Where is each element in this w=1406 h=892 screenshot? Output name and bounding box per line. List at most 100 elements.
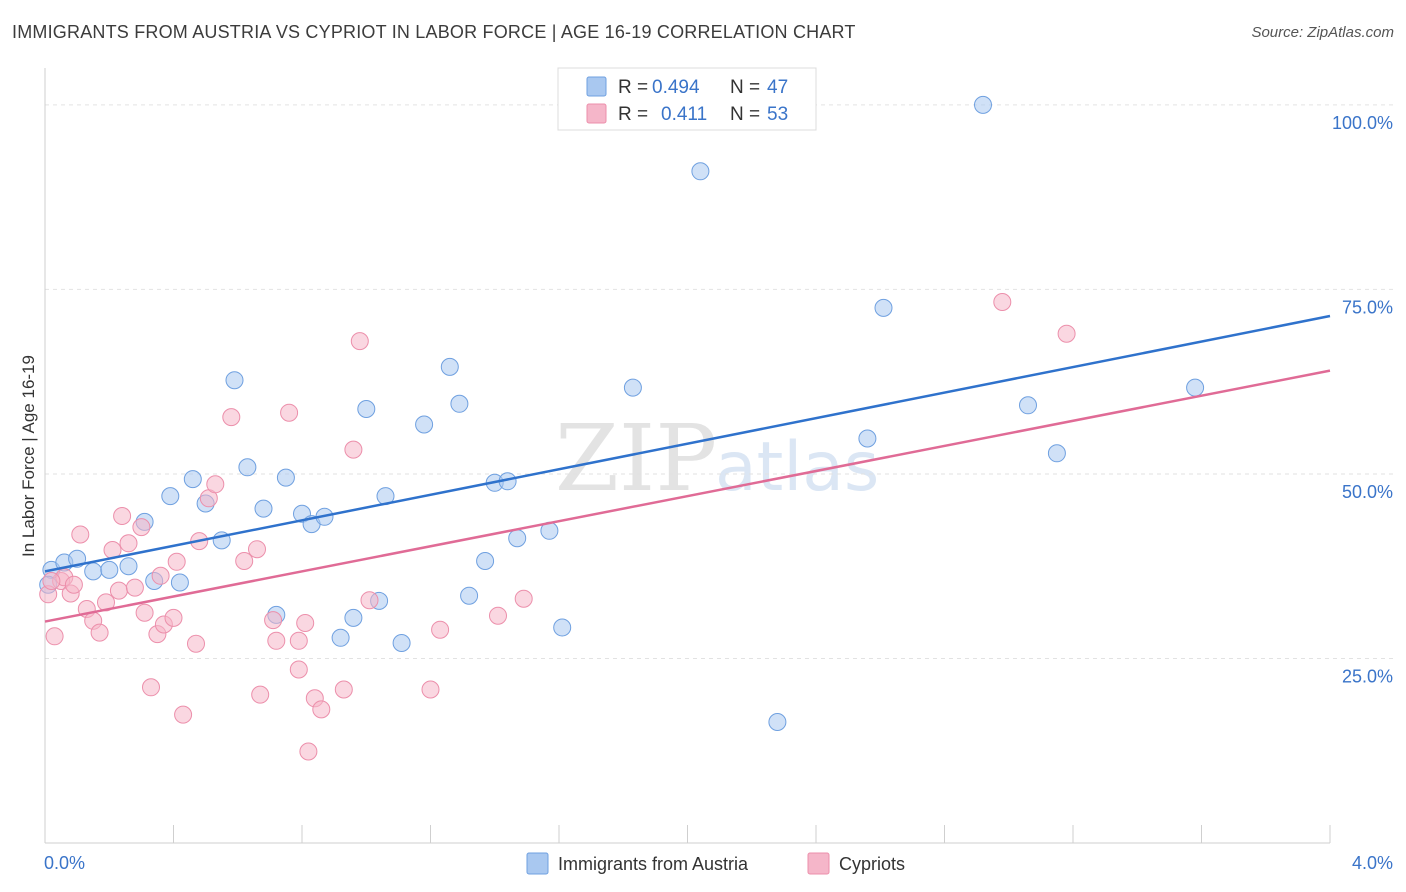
watermark-zip: ZIP <box>555 405 717 512</box>
top-legend: R = 0.494 N = 47 R = 0.411 N = 53 <box>557 67 817 131</box>
data-point-austria <box>476 552 495 570</box>
series-austria-points <box>39 95 1205 731</box>
data-point-austria <box>1186 378 1205 397</box>
x-tick-marks <box>44 825 1331 843</box>
y-tick-labels: 25.0% 50.0% 75.0% 100.0% <box>1332 113 1393 687</box>
data-point-cypriots <box>514 589 533 608</box>
data-point-austria <box>331 628 350 647</box>
data-point-cypriots <box>360 591 379 610</box>
y-tick-label: 75.0% <box>1342 297 1393 317</box>
data-point-cypriots <box>142 678 160 697</box>
data-point-cypriots <box>64 575 83 594</box>
data-point-austria <box>768 713 787 731</box>
data-point-austria <box>238 458 257 477</box>
legend-swatch-austria <box>586 76 607 97</box>
data-point-austria <box>450 394 469 413</box>
data-point-cypriots <box>164 608 183 627</box>
y-tick-label: 25.0% <box>1342 666 1393 686</box>
data-point-austria <box>100 560 119 579</box>
data-point-cypriots <box>1057 324 1076 343</box>
legend-swatch-cypriots <box>586 103 607 124</box>
data-point-austria <box>623 378 642 397</box>
data-point-austria <box>440 357 459 376</box>
series-cypriots-points <box>39 293 1076 761</box>
data-point-cypriots <box>267 631 286 650</box>
chart-title: IMMIGRANTS FROM AUSTRIA VS CYPRIOT IN LA… <box>12 22 856 42</box>
bottom-legend-swatch-austria <box>526 852 549 875</box>
data-point-cypriots <box>993 293 1012 311</box>
trend-line-cypriots <box>44 369 1331 623</box>
data-point-cypriots <box>289 631 308 650</box>
data-point-cypriots <box>421 680 440 699</box>
data-point-cypriots <box>135 603 154 622</box>
legend-r-value-cypriots: 0.411 <box>661 104 707 125</box>
x-tick-label-min: 0.0% <box>44 853 85 873</box>
data-point-cypriots <box>119 534 138 553</box>
data-point-cypriots <box>289 660 308 679</box>
legend-r-label-austria: R = <box>618 77 648 98</box>
data-point-austria <box>276 468 295 487</box>
data-point-cypriots <box>113 507 132 525</box>
data-point-cypriots <box>222 408 241 427</box>
data-point-cypriots <box>45 627 64 646</box>
data-point-austria <box>357 400 376 418</box>
data-point-cypriots <box>109 581 128 600</box>
data-point-austria <box>170 573 189 592</box>
bottom-legend-label-austria: Immigrants from Austria <box>558 854 749 874</box>
x-tick-label-max: 4.0% <box>1352 853 1393 873</box>
bottom-legend-swatch-cypriots <box>807 852 830 875</box>
data-point-cypriots <box>235 552 254 570</box>
source-label: Source: ZipAtlas.com <box>1251 24 1394 41</box>
data-point-cypriots <box>296 614 315 632</box>
legend-r-label-cypriots: R = <box>618 104 648 125</box>
bottom-legend-label-cypriots: Cypriots <box>839 854 905 874</box>
data-point-austria <box>415 415 434 434</box>
data-point-cypriots <box>167 552 186 571</box>
data-point-cypriots <box>151 566 170 585</box>
data-point-cypriots <box>344 440 363 459</box>
data-point-austria <box>974 95 992 114</box>
data-point-austria <box>508 529 527 548</box>
data-point-austria <box>1047 444 1066 463</box>
data-point-austria <box>84 562 103 581</box>
data-point-cypriots <box>125 578 144 597</box>
data-point-cypriots <box>90 623 109 642</box>
data-point-austria <box>874 298 893 317</box>
watermark: ZIP atlas <box>555 405 879 512</box>
y-tick-label: 100.0% <box>1332 113 1393 133</box>
data-point-cypriots <box>431 620 450 639</box>
legend-n-value-austria: 47 <box>767 77 788 98</box>
data-point-cypriots <box>174 705 193 724</box>
data-point-cypriots <box>299 742 318 761</box>
data-point-austria <box>691 162 710 181</box>
data-point-cypriots <box>42 572 61 590</box>
data-point-austria <box>460 586 479 605</box>
y-tick-label: 50.0% <box>1342 482 1393 502</box>
bottom-legend: Immigrants from Austria Cypriots <box>526 852 905 875</box>
data-point-cypriots <box>312 700 331 719</box>
y-axis-title: In Labor Force | Age 16-19 <box>19 355 38 557</box>
data-point-cypriots <box>248 540 266 559</box>
data-point-austria <box>161 487 180 506</box>
data-point-cypriots <box>350 332 369 351</box>
legend-r-value-austria: 0.494 <box>652 77 700 98</box>
data-point-cypriots <box>334 680 353 699</box>
legend-n-label-austria: N = <box>730 77 760 98</box>
legend-n-value-cypriots: 53 <box>767 104 788 125</box>
data-point-cypriots <box>489 606 507 625</box>
data-point-austria <box>225 371 244 390</box>
data-point-austria <box>858 429 877 448</box>
trend-line-austria <box>44 314 1331 573</box>
data-point-cypriots <box>187 634 205 653</box>
data-point-austria <box>183 470 202 489</box>
data-point-cypriots <box>251 685 270 704</box>
data-point-cypriots <box>264 611 283 630</box>
data-point-austria <box>254 499 273 518</box>
data-point-austria <box>1019 396 1037 415</box>
watermark-atlas: atlas <box>715 428 879 507</box>
data-point-cypriots <box>71 525 90 544</box>
data-point-austria <box>344 608 363 627</box>
data-point-cypriots <box>280 403 299 422</box>
data-point-cypriots <box>206 475 225 494</box>
